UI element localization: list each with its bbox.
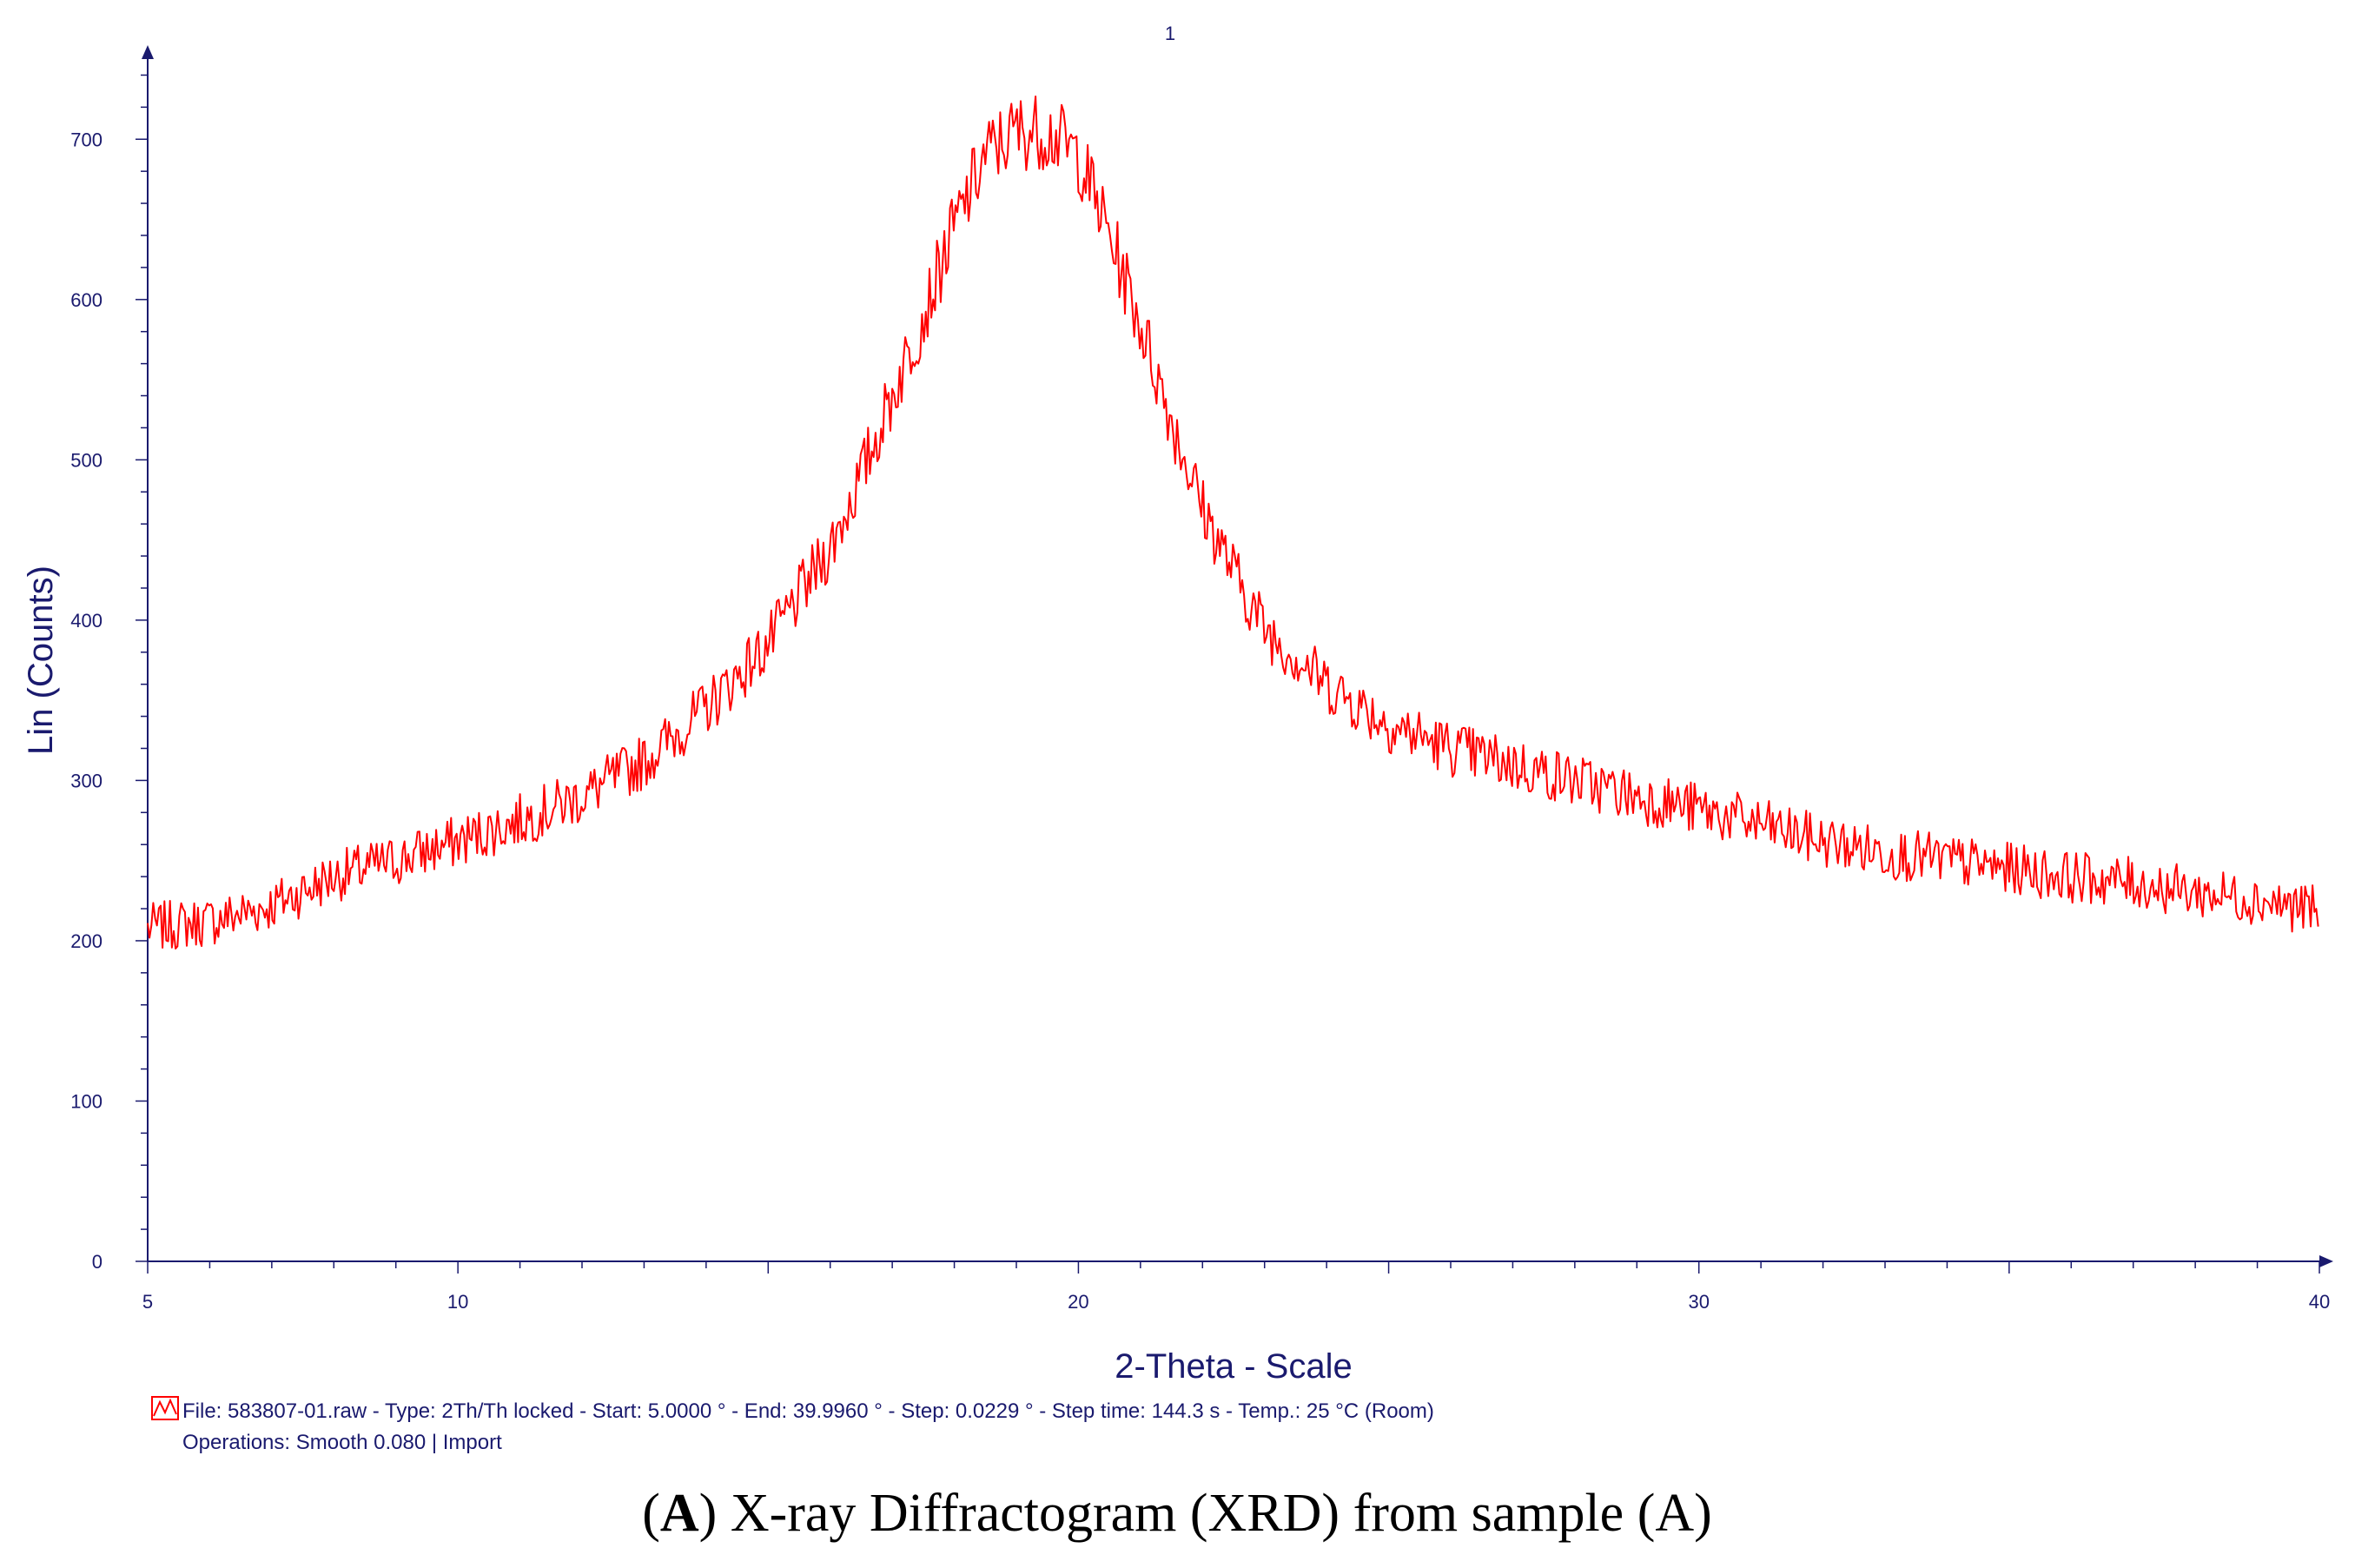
- y-tick-label: 700: [70, 129, 103, 150]
- y-tick-label: 600: [70, 289, 103, 311]
- figure-caption: (A) X-ray Diffractogram (XRD) from sampl…: [642, 1484, 1712, 1543]
- y-tick-label: 400: [70, 610, 103, 632]
- series-line: [147, 96, 2319, 949]
- y-tick-label: 500: [70, 449, 103, 471]
- caption-text: X-ray Diffractogram (XRD) from sample (A…: [717, 1484, 1711, 1543]
- legend-operations-line: Operations: Smooth 0.080 | Import: [182, 1431, 502, 1454]
- chart-title: 1: [1165, 23, 1175, 44]
- legend: File: 583807-01.raw - Type: 2Th/Th locke…: [151, 1396, 1434, 1454]
- caption-close-paren: ): [699, 1484, 718, 1543]
- x-axis-arrow: [2319, 1255, 2333, 1267]
- x-tick-label: 10: [447, 1291, 468, 1313]
- series-group: [147, 96, 2319, 949]
- y-tick-label: 0: [92, 1251, 103, 1273]
- x-tick-label: 5: [142, 1291, 153, 1313]
- axes: [142, 45, 2333, 1267]
- x-axis-title: 2-Theta - Scale: [1115, 1347, 1352, 1386]
- y-axis-title: Lin (Counts): [22, 566, 60, 755]
- y-tick-label: 300: [70, 770, 103, 791]
- caption-label: A: [660, 1484, 699, 1543]
- x-tick-label: 30: [1688, 1291, 1709, 1313]
- legend-series-icon: [151, 1396, 179, 1420]
- x-tick-label: 20: [1068, 1291, 1088, 1313]
- y-tick-label: 200: [70, 930, 103, 952]
- y-axis-arrow: [142, 45, 154, 59]
- legend-file-line: File: 583807-01.raw - Type: 2Th/Th locke…: [182, 1399, 1434, 1423]
- caption-open-paren: (: [642, 1484, 660, 1543]
- y-tick-label: 100: [70, 1090, 103, 1112]
- x-tick-label: 40: [2309, 1291, 2330, 1313]
- x-axis-ticks: 5 10 20 30 40: [142, 1261, 2330, 1313]
- y-axis-ticks: 0 100 200 300 400 500 600 700: [70, 74, 148, 1273]
